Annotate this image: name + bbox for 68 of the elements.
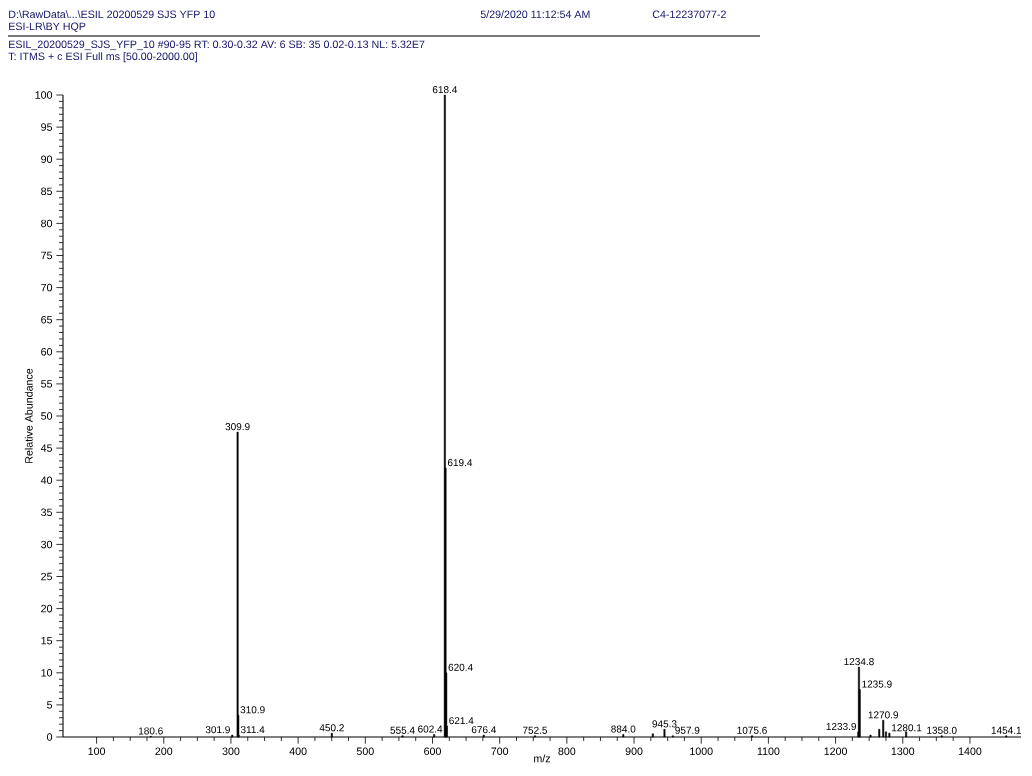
y-tick-label: 60 [41,348,53,356]
y-tick-label: 10 [41,669,53,677]
annotation: 1233.9 [826,722,857,730]
x-tick-label: 200 [155,747,173,756]
annotation: 310.9 [240,706,265,714]
y-tick-label: 5 [47,701,53,709]
x-axis-title: m/z [534,754,551,763]
y-tick-label: 50 [41,412,53,420]
annotation: 752.5 [522,726,548,734]
x-tick-label: 900 [625,747,643,756]
y-tick-label: 20 [41,604,53,613]
annotation: 450.2 [319,724,344,732]
y-tick-label: 15 [41,636,53,645]
x-tick-label: 600 [424,747,441,756]
y-tick-label: 40 [40,476,53,484]
x-tick-label: 300 [222,747,240,756]
annotation: 180.6 [138,727,163,735]
x-tick-label: 400 [289,747,307,756]
x-tick-label: 700 [491,747,509,756]
annotation: 620.4 [448,663,473,671]
y-tick-label: 0 [47,733,53,741]
annotation: 602.4 [418,725,443,733]
annotation: 1358.0 [927,726,957,734]
annotation: 309.9 [225,423,250,431]
x-tick-label: 1100 [757,747,780,756]
y-tick-label: 95 [41,123,53,131]
annotation: 311.4 [240,726,265,734]
y-tick-label: 65 [41,315,53,324]
y-tick-label: 45 [40,444,53,452]
y-tick-label: 70 [41,283,53,292]
annotation: 301.9 [205,726,230,734]
y-tick-label: 80 [41,219,53,228]
x-tick-label: 1400 [958,747,982,756]
annotation: 884.0 [611,725,636,733]
annotation: 1270.9 [868,711,899,719]
annotation: 1234.8 [844,658,874,666]
y-tick-label: 55 [41,380,53,388]
text: T: ITMS + c ESI Full ms [50.00-2000.00] [8,52,197,63]
annotation: 1280.1 [892,724,922,732]
y-tick-label: 35 [41,508,53,517]
annotation: 676.4 [471,726,497,734]
annotation: 621.4 [449,717,474,725]
y-tick-label: 85 [41,187,53,196]
x-tick-label: 100 [88,747,106,756]
text: 5/29/2020 11:12:54 AM [480,10,590,19]
annotation: 1454.1 [991,726,1022,734]
x-tick-label: 1200 [824,747,848,756]
annotation: 619.4 [447,459,473,467]
x-tick-label: 1300 [891,747,915,756]
y-tick-label: 25 [41,572,53,581]
x-tick-label: 500 [356,747,374,756]
text: ESI-LR\BY HQP [9,22,86,32]
y-tick-label: 30 [41,540,53,549]
annotation: 957.9 [675,726,700,734]
annotation: 1075.6 [737,726,767,734]
annotation: 618.4 [432,86,458,94]
annotation: 555.4 [390,726,415,734]
text: D:\RawData\...\ESIL 20200529 SJS YFP 10 [9,10,215,19]
annotation: 1235.9 [862,680,892,688]
y-tick-label: 75 [41,251,53,260]
text: C4-12237077-2 [652,10,726,19]
y-tick-label: 90 [41,155,53,163]
x-tick-label: 800 [558,747,576,756]
y-axis-title: Relative Abundance [24,368,33,463]
y-tick-label: 100 [35,91,53,99]
text: ESIL_20200529_SJS_YFP_10 #90-95 RT: 0.30-0.32 AV: 6 SB: 35 0.02-0.13 NL: 5.32E7 [9,40,425,51]
x-tick-label: 1000 [690,747,713,756]
annotation: 945.3 [652,720,677,728]
